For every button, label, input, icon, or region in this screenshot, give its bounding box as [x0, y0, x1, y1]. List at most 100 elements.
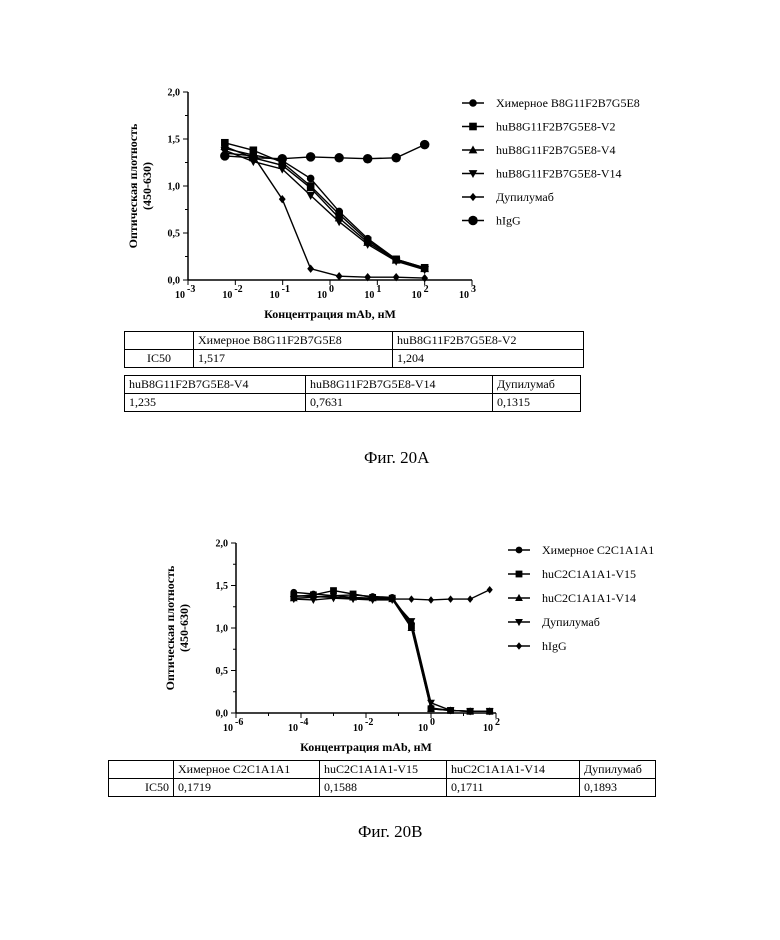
table-cell: huC2C1A1A1-V14 [447, 761, 580, 779]
y-axis-label: Оптическая плотность [163, 565, 177, 690]
table-cell: 0,1719 [174, 779, 320, 797]
x-tick-label: 10 [175, 290, 185, 301]
legend-marker [469, 123, 477, 131]
chart-a: 0,00,51,01,52,010-310-210-1100101102103К… [0, 0, 780, 330]
x-tick-exponent: -2 [234, 284, 242, 295]
table-cell: 0,1315 [493, 394, 581, 412]
y-tick-label: 1,5 [216, 581, 229, 592]
ic50-table-a2: huB8G11F2B7G5E8-V4 huB8G11F2B7G5E8-V14 Д… [124, 375, 581, 412]
data-point [421, 274, 428, 282]
y-axis-label: Оптическая плотность [126, 123, 140, 248]
table-cell: huC2C1A1A1-V15 [320, 761, 447, 779]
chart-b: 0,00,51,01,52,010-610-410-2100102Концент… [0, 520, 780, 760]
legend-marker [516, 642, 522, 649]
legend-marker [516, 547, 523, 554]
figure-caption-b: Фиг. 20В [358, 822, 422, 842]
x-tick-label: 10 [459, 290, 469, 301]
table-cell: 0,7631 [306, 394, 493, 412]
x-tick-label: 10 [412, 290, 422, 301]
series-1: huC2C1A1A1-V15 [290, 567, 636, 715]
x-axis-label: Концентрация mAb, нМ [300, 740, 432, 754]
x-tick-label: 10 [418, 723, 428, 734]
data-point [363, 154, 373, 164]
y-tick-label: 0,5 [168, 229, 181, 240]
table-cell: huB8G11F2B7G5E8-V4 [125, 376, 306, 394]
legend-label: Дупилумаб [542, 615, 600, 629]
data-point [391, 153, 401, 163]
table-header-row: huB8G11F2B7G5E8-V4 huB8G11F2B7G5E8-V14 Д… [125, 376, 581, 394]
x-tick-exponent: 2 [424, 284, 429, 295]
ic50-table-b: Химерное C2C1A1A1 huC2C1A1A1-V15 huC2C1A… [108, 760, 656, 797]
data-point [487, 586, 493, 593]
series-3: Дупилумаб [290, 595, 600, 715]
series-line [294, 598, 490, 711]
legend-marker [468, 216, 478, 226]
data-point [448, 595, 454, 602]
data-point [428, 596, 434, 603]
table-cell: huB8G11F2B7G5E8-V2 [393, 332, 584, 350]
legend-marker [516, 571, 523, 578]
table-cell: 1,204 [393, 350, 584, 368]
table-cell [125, 332, 194, 350]
series-line [294, 592, 490, 711]
table-cell: IC50 [109, 779, 174, 797]
table-cell [109, 761, 174, 779]
x-tick-label: 10 [223, 723, 233, 734]
legend-label: huB8G11F2B7G5E8-V14 [496, 167, 622, 181]
legend-label: Дупилумаб [496, 190, 554, 204]
x-tick-exponent: -4 [300, 717, 308, 728]
table-cell: 1,517 [194, 350, 393, 368]
x-tick-exponent: -1 [282, 284, 290, 295]
table-cell: IC50 [125, 350, 194, 368]
x-axis-label: Концентрация mAb, нМ [264, 307, 396, 321]
figure-caption-a: Фиг. 20А [364, 448, 429, 468]
series-2: huC2C1A1A1-V14 [290, 591, 636, 714]
legend-label: hIgG [496, 214, 521, 228]
y-tick-label: 0,0 [168, 276, 181, 287]
legend-label: hIgG [542, 639, 567, 653]
y-tick-label: 1,0 [216, 624, 229, 635]
x-tick-label: 10 [483, 723, 493, 734]
table-cell: Дупилумаб [493, 376, 581, 394]
data-point [467, 595, 473, 602]
x-tick-exponent: -6 [235, 717, 243, 728]
table-row: IC50 0,1719 0,1588 0,1711 0,1893 [109, 779, 656, 797]
legend-label: huB8G11F2B7G5E8-V4 [496, 143, 616, 157]
table-row: 1,235 0,7631 0,1315 [125, 394, 581, 412]
legend-label: huC2C1A1A1-V15 [542, 567, 636, 581]
table-header-row: Химерное B8G11F2B7G5E8 huB8G11F2B7G5E8-V… [125, 332, 584, 350]
legend-label: huB8G11F2B7G5E8-V2 [496, 120, 616, 134]
y-tick-label: 0,5 [216, 666, 229, 677]
x-tick-exponent: 0 [329, 284, 334, 295]
x-tick-label: 10 [364, 290, 374, 301]
ic50-table-a1: Химерное B8G11F2B7G5E8 huB8G11F2B7G5E8-V… [124, 331, 584, 368]
data-point [335, 218, 344, 226]
y-tick-label: 2,0 [168, 88, 181, 99]
x-tick-exponent: 0 [430, 717, 435, 728]
legend-label: Химерное C2C1A1A1 [542, 543, 654, 557]
data-point [220, 151, 230, 161]
data-point [306, 152, 316, 162]
x-tick-label: 10 [288, 723, 298, 734]
table-cell: Химерное B8G11F2B7G5E8 [194, 332, 393, 350]
data-point [249, 153, 259, 163]
data-point [307, 265, 314, 273]
x-tick-label: 10 [353, 723, 363, 734]
y-tick-label: 1,0 [168, 182, 181, 193]
table-row: IC50 1,517 1,204 [125, 350, 584, 368]
x-tick-exponent: -3 [187, 284, 195, 295]
series-4: hIgG [291, 586, 567, 653]
y-axis-label-units: (450-630) [177, 604, 191, 652]
x-tick-label: 10 [270, 290, 280, 301]
legend-label: Химерное B8G11F2B7G5E8 [496, 96, 640, 110]
table-cell: 1,235 [125, 394, 306, 412]
x-tick-exponent: 2 [495, 717, 500, 728]
x-tick-exponent: 1 [376, 284, 381, 295]
x-tick-label: 10 [317, 290, 327, 301]
data-point [334, 153, 344, 163]
series-3: huB8G11F2B7G5E8-V14 [220, 147, 621, 274]
legend-marker [470, 193, 477, 201]
data-point [336, 272, 343, 280]
table-cell: Дупилумаб [580, 761, 656, 779]
data-point [420, 140, 430, 150]
